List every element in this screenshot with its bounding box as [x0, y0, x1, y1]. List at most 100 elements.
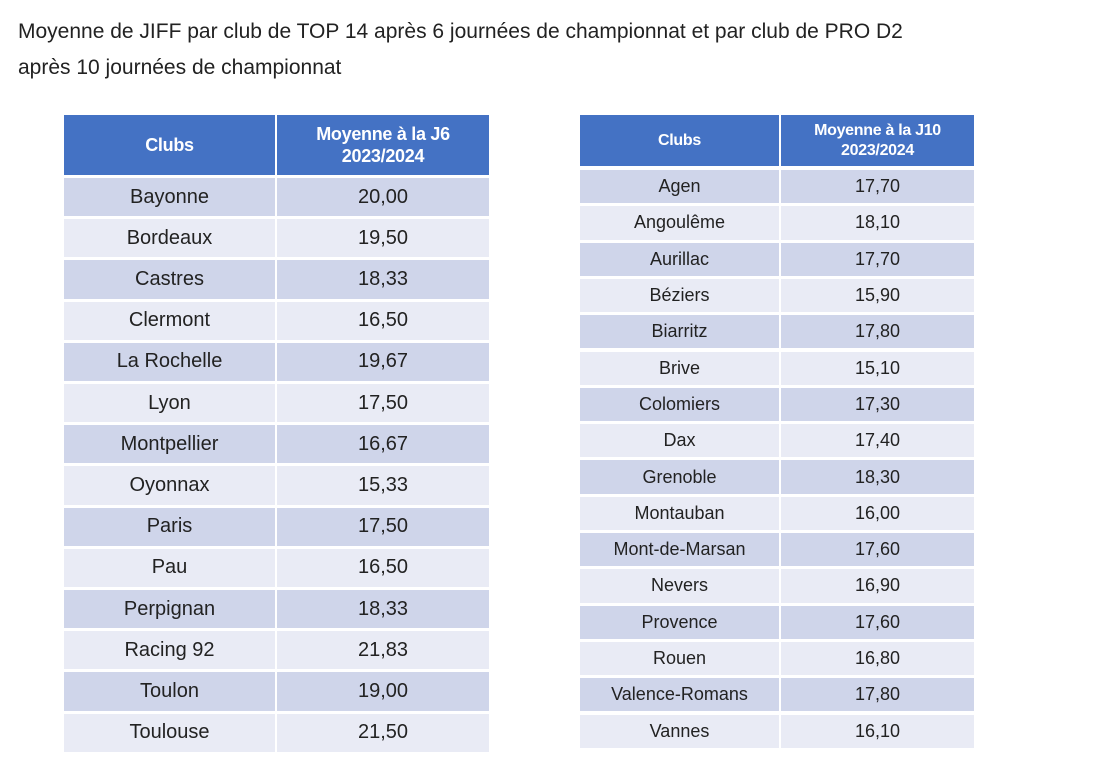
table-row: Nevers 16,90 — [580, 569, 974, 603]
table-row: Bordeaux 19,50 — [64, 219, 489, 258]
club-cell: Clermont — [64, 301, 275, 340]
average-cell: 17,80 — [779, 315, 974, 349]
average-cell: 19,50 — [275, 219, 489, 258]
table-row: Béziers 15,90 — [580, 278, 974, 313]
average-cell: 17,30 — [779, 387, 974, 422]
club-cell: Aurillac — [580, 242, 779, 276]
club-cell: Biarritz — [580, 315, 779, 349]
average-cell: 17,70 — [779, 170, 974, 204]
club-cell: Toulon — [64, 672, 275, 711]
club-cell: Oyonnax — [64, 466, 275, 505]
header-cell: Clubs — [64, 115, 275, 175]
club-cell: Bordeaux — [64, 219, 275, 258]
table: Clubs Moyenne à la J6 2023/2024 Bayonne 20,0… — [64, 115, 489, 752]
table-row: Bayonne 20,00 — [64, 178, 489, 217]
club-cell: Provence — [580, 605, 779, 639]
average-cell: 16,00 — [779, 496, 974, 530]
average-cell: 18,33 — [275, 590, 489, 629]
table-row: Colomiers 17,30 — [580, 387, 974, 422]
title-line: Moyenne de JIFF par club de TOP 14 après… — [18, 20, 903, 43]
club-cell: Agen — [580, 170, 779, 204]
club-cell: Racing 92 — [64, 631, 275, 670]
table-row: Vannes 16,10 — [580, 714, 974, 748]
table-row: Perpignan 18,33 — [64, 590, 489, 629]
average-cell: 17,60 — [779, 533, 974, 567]
table-row: Toulouse 21,50 — [64, 713, 489, 752]
club-cell: Brive — [580, 351, 779, 385]
header-text: 2023/2024 — [841, 141, 914, 159]
average-cell: 16,10 — [779, 714, 974, 748]
club-cell: La Rochelle — [64, 342, 275, 381]
average-cell: 18,30 — [779, 460, 974, 494]
average-cell: 21,50 — [275, 713, 489, 752]
table-row: Oyonnax 15,33 — [64, 466, 489, 505]
header-cell: Moyenne à la J10 2023/2024 — [779, 115, 974, 166]
table-row: Provence 17,60 — [580, 605, 974, 639]
header-text: Moyenne à la J10 — [814, 121, 941, 139]
club-cell: Pau — [64, 548, 275, 587]
club-cell: Montpellier — [64, 425, 275, 464]
header-row: Clubs Moyenne à la J10 2023/2024 — [580, 115, 974, 166]
table-row: Racing 92 21,83 — [64, 631, 489, 670]
club-cell: Béziers — [580, 278, 779, 313]
table-row: La Rochelle 19,67 — [64, 342, 489, 381]
header-text: Clubs — [658, 131, 701, 149]
average-cell: 17,60 — [779, 605, 974, 639]
table-row: Clermont 16,50 — [64, 301, 489, 340]
table-row: Agen 17,70 — [580, 170, 974, 204]
table-row: Grenoble 18,30 — [580, 460, 974, 494]
average-cell: 19,00 — [275, 672, 489, 711]
club-cell: Nevers — [580, 569, 779, 603]
average-cell: 15,33 — [275, 466, 489, 505]
average-cell: 20,00 — [275, 178, 489, 217]
average-cell: 18,10 — [779, 206, 974, 240]
average-cell: 17,70 — [779, 242, 974, 276]
club-cell: Perpignan — [64, 590, 275, 629]
club-cell: Paris — [64, 507, 275, 546]
club-cell: Mont-de-Marsan — [580, 533, 779, 567]
table-row: Montauban 16,00 — [580, 496, 974, 530]
club-cell: Bayonne — [64, 178, 275, 217]
average-cell: 17,50 — [275, 384, 489, 423]
average-cell: 16,67 — [275, 425, 489, 464]
club-cell: Rouen — [580, 641, 779, 676]
average-cell: 15,90 — [779, 278, 974, 313]
average-cell: 16,50 — [275, 548, 489, 587]
table-row: Brive 15,10 — [580, 351, 974, 385]
table-row: Valence-Romans 17,80 — [580, 678, 974, 712]
header-row: Clubs Moyenne à la J6 2023/2024 — [64, 115, 489, 175]
club-cell: Vannes — [580, 714, 779, 748]
header-cell: Moyenne à la J6 2023/2024 — [275, 115, 489, 175]
header-text: Moyenne à la J6 — [316, 124, 450, 144]
club-cell: Colomiers — [580, 387, 779, 422]
average-cell: 17,40 — [779, 424, 974, 458]
table-row: Aurillac 17,70 — [580, 242, 974, 276]
table-row: Mont-de-Marsan 17,60 — [580, 533, 974, 567]
table-row: Montpellier 16,67 — [64, 425, 489, 464]
table-row: Lyon 17,50 — [64, 384, 489, 423]
table: Clubs Moyenne à la J10 2023/2024 Agen 17,70 A… — [580, 115, 974, 748]
club-cell: Castres — [64, 260, 275, 299]
average-cell: 15,10 — [779, 351, 974, 385]
table-row: Dax 17,40 — [580, 424, 974, 458]
header-cell: Clubs — [580, 115, 779, 166]
header-text: 2023/2024 — [341, 146, 425, 166]
average-cell: 19,67 — [275, 342, 489, 381]
table-row: Castres 18,33 — [64, 260, 489, 299]
club-cell: Montauban — [580, 496, 779, 530]
club-cell: Angoulême — [580, 206, 779, 240]
header-text: Clubs — [145, 135, 194, 155]
average-cell: 16,50 — [275, 301, 489, 340]
table-row: Rouen 16,80 — [580, 641, 974, 676]
table-row: Pau 16,50 — [64, 548, 489, 587]
average-cell: 17,80 — [779, 678, 974, 712]
table-row: Biarritz 17,80 — [580, 315, 974, 349]
average-cell: 16,90 — [779, 569, 974, 603]
average-cell: 21,83 — [275, 631, 489, 670]
title: Moyenne de JIFF par club de TOP 14 après… — [18, 14, 903, 86]
table-row: Toulon 19,00 — [64, 672, 489, 711]
club-cell: Toulouse — [64, 713, 275, 752]
average-cell: 16,80 — [779, 641, 974, 676]
title-line: après 10 journées de championnat — [18, 56, 342, 79]
